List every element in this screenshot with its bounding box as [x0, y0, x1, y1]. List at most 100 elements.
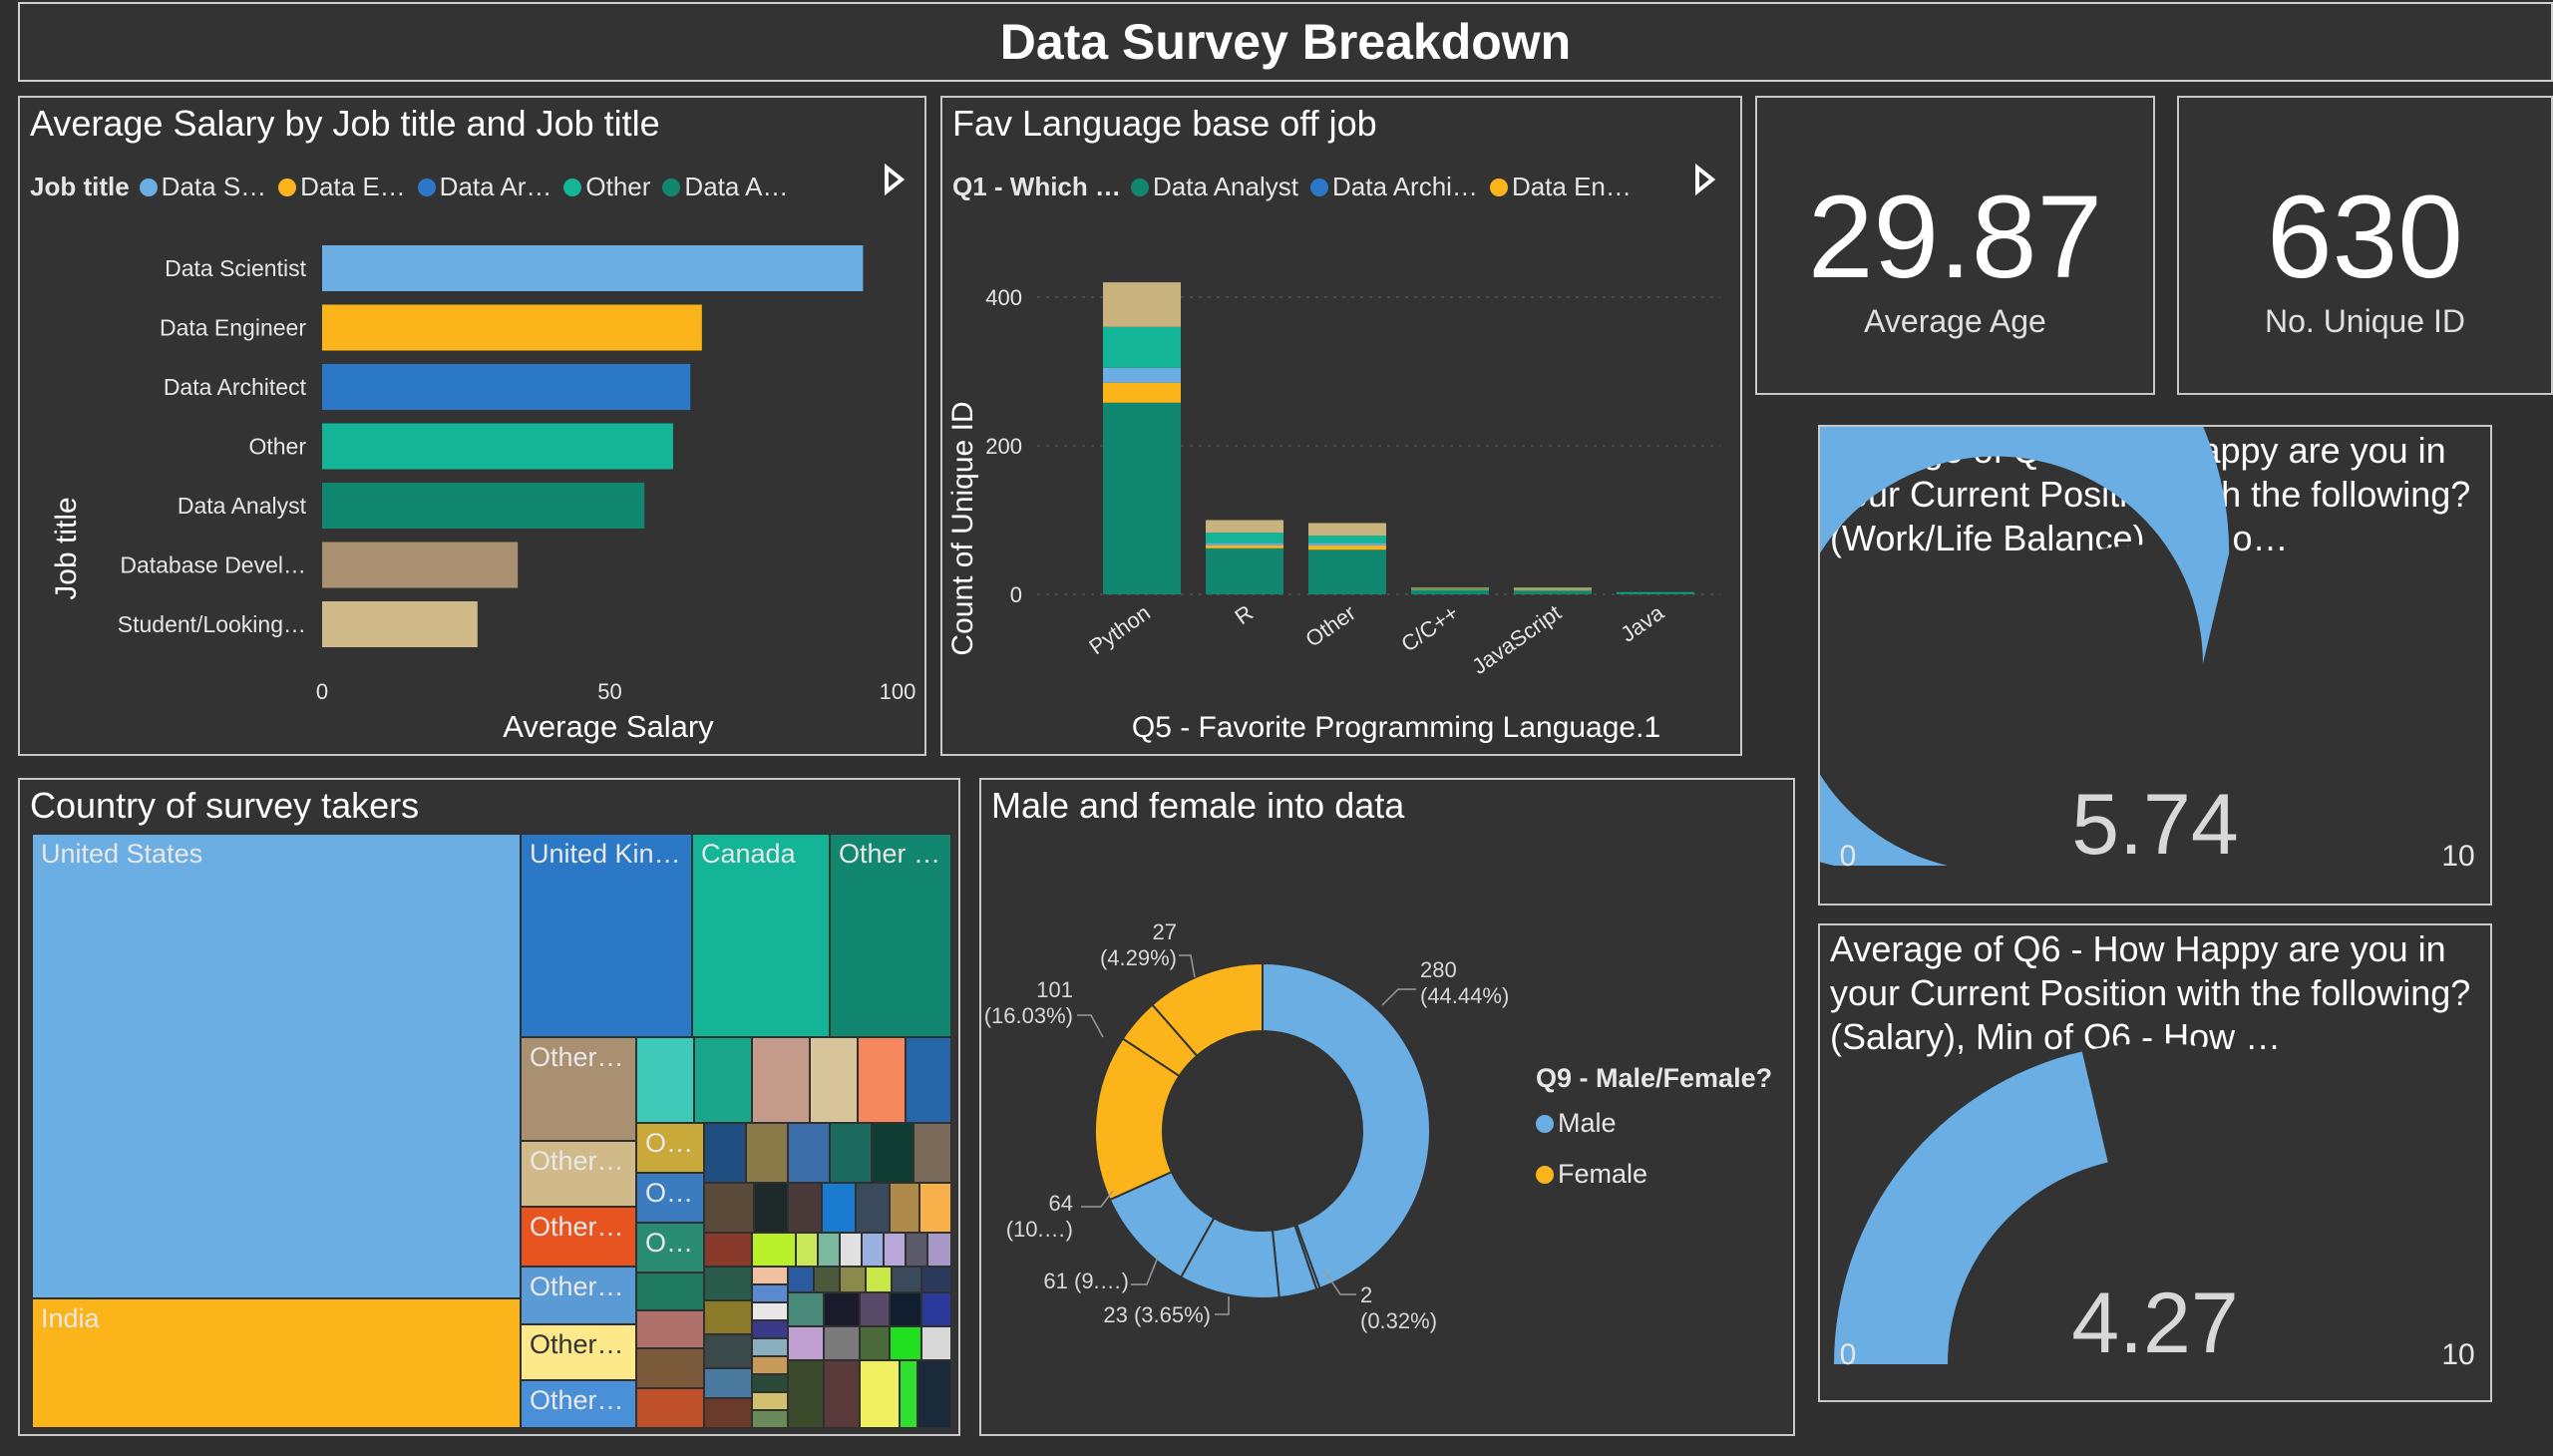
stack-segment[interactable]	[1514, 587, 1592, 589]
treemap-cell-other[interactable]: Other…	[521, 1207, 636, 1267]
language-chart-panel[interactable]: Fav Language base off job Q1 - Which … D…	[940, 96, 1742, 756]
legend-item[interactable]: Data Ar…	[417, 172, 551, 202]
legend-item[interactable]: Data S…	[139, 172, 266, 202]
legend-item[interactable]: Male	[1536, 1108, 1772, 1139]
treemap-cell-small[interactable]	[704, 1123, 746, 1183]
treemap-cell-small[interactable]	[636, 1388, 704, 1428]
treemap-cell-small[interactable]	[890, 1183, 919, 1233]
treemap-cell-small[interactable]	[822, 1183, 856, 1233]
treemap-cell-small[interactable]	[636, 1348, 704, 1388]
legend-item[interactable]: Data A…	[662, 172, 788, 202]
stack-segment[interactable]	[1103, 282, 1181, 327]
treemap-cell-small[interactable]	[752, 1374, 788, 1392]
treemap-cell-small[interactable]	[752, 1267, 788, 1284]
treemap-cell-small[interactable]	[704, 1300, 752, 1334]
donut-slice[interactable]	[1262, 961, 1431, 1290]
stack-segment[interactable]	[1411, 588, 1489, 589]
country-treemap-panel[interactable]: Country of survey takers United States I…	[18, 778, 960, 1436]
salary-bar[interactable]	[322, 364, 691, 410]
treemap-cell-small[interactable]	[840, 1267, 866, 1292]
gender-donut-panel[interactable]: Male and female into data 280 (44.44%) 2 (0…	[979, 778, 1795, 1436]
treemap-cell-small[interactable]	[796, 1233, 818, 1267]
treemap-cell-small[interactable]	[752, 1338, 788, 1356]
treemap-cell-small[interactable]	[856, 1183, 890, 1233]
stack-segment[interactable]	[1206, 547, 1283, 594]
treemap-cell-small[interactable]	[824, 1292, 860, 1326]
treemap-cell-small[interactable]	[866, 1267, 892, 1292]
treemap-cell-small[interactable]	[890, 1292, 921, 1326]
treemap-cell-small[interactable]	[919, 1183, 951, 1233]
treemap-cell-canada[interactable]: Canada	[692, 834, 830, 1037]
treemap-cell-small[interactable]	[913, 1123, 951, 1183]
treemap-cell-small[interactable]	[788, 1326, 824, 1360]
salary-bar[interactable]	[322, 304, 702, 351]
treemap-cell-small[interactable]	[818, 1233, 840, 1267]
treemap-cell-small[interactable]	[921, 1267, 951, 1292]
treemap-cell-small[interactable]	[752, 1320, 788, 1338]
salary-bar[interactable]	[322, 423, 673, 470]
treemap-cell-small[interactable]	[860, 1326, 890, 1360]
treemap-cell-small[interactable]	[636, 1037, 694, 1123]
treemap-cell-india[interactable]: India	[32, 1298, 521, 1428]
treemap-cell-small[interactable]	[788, 1292, 824, 1326]
stack-segment[interactable]	[1206, 520, 1283, 534]
treemap-cell-small[interactable]	[788, 1360, 824, 1428]
treemap-cell-small[interactable]	[704, 1398, 752, 1428]
legend-item[interactable]: Data En…	[1489, 172, 1632, 202]
treemap-cell-small[interactable]	[906, 1037, 951, 1123]
salary-chart-panel[interactable]: Average Salary by Job title and Job titl…	[18, 96, 926, 756]
treemap-cell-other[interactable]: Other…	[521, 1267, 636, 1324]
treemap-cell-small[interactable]	[840, 1233, 862, 1267]
stack-segment[interactable]	[1103, 402, 1181, 594]
treemap-cell-small[interactable]	[788, 1123, 830, 1183]
salary-bar[interactable]	[322, 601, 478, 647]
treemap-cell-small[interactable]	[746, 1123, 788, 1183]
treemap-cell-other[interactable]: Other…	[521, 1141, 636, 1207]
salary-bar[interactable]	[322, 483, 645, 529]
treemap-cell-other[interactable]: Other…	[521, 1380, 636, 1428]
donut-slice[interactable]	[1151, 961, 1264, 1058]
salary-bar[interactable]	[322, 245, 864, 291]
stack-segment[interactable]	[1617, 592, 1694, 594]
treemap-cell-small[interactable]	[906, 1233, 927, 1267]
legend-item[interactable]: Other	[563, 172, 650, 202]
work-life-gauge-panel[interactable]: Average of Q6 - How Happy are you in you…	[1818, 425, 2492, 906]
treemap-cell-small[interactable]	[636, 1310, 704, 1348]
treemap-cell-small[interactable]	[860, 1360, 900, 1428]
treemap-cell-small[interactable]	[921, 1326, 951, 1360]
legend-item[interactable]: Female	[1536, 1159, 1772, 1190]
treemap-cell-small[interactable]	[862, 1233, 884, 1267]
treemap-cell-small[interactable]	[858, 1037, 906, 1123]
stack-segment[interactable]	[1308, 545, 1386, 550]
treemap-cell-other[interactable]: Other…	[521, 1324, 636, 1380]
stack-segment[interactable]	[1103, 382, 1181, 403]
treemap-cell-small[interactable]	[752, 1302, 788, 1320]
treemap-cell-small[interactable]	[788, 1183, 822, 1233]
stack-segment[interactable]	[1411, 589, 1489, 594]
treemap-cell-small[interactable]	[704, 1368, 752, 1398]
treemap-cell-small[interactable]	[872, 1123, 913, 1183]
treemap-cell-small[interactable]	[704, 1183, 754, 1233]
stack-segment[interactable]	[1206, 545, 1283, 548]
stack-segment[interactable]	[1411, 588, 1489, 590]
treemap-cell-small[interactable]	[890, 1326, 921, 1360]
stack-segment[interactable]	[1308, 536, 1386, 544]
treemap-cell-small[interactable]	[884, 1233, 906, 1267]
stack-segment[interactable]	[1206, 533, 1283, 544]
stack-segment[interactable]	[1514, 588, 1592, 590]
stack-segment[interactable]	[1103, 367, 1181, 383]
treemap-cell-small[interactable]	[814, 1267, 840, 1292]
legend-item[interactable]: Data Analyst	[1131, 172, 1298, 202]
stack-segment[interactable]	[1514, 590, 1592, 594]
treemap-cell-small[interactable]	[754, 1183, 788, 1233]
stack-segment[interactable]	[1308, 543, 1386, 546]
treemap-cell-small[interactable]	[752, 1392, 788, 1410]
treemap-cell-small[interactable]	[704, 1267, 752, 1300]
legend-item[interactable]: Data E…	[278, 172, 406, 202]
treemap-cell-united-states[interactable]: United States	[32, 834, 521, 1298]
stack-segment[interactable]	[1308, 549, 1386, 594]
treemap-cell-small[interactable]	[704, 1233, 752, 1267]
salary-bar[interactable]	[322, 542, 519, 588]
treemap-cell-other[interactable]: Other …	[830, 834, 951, 1037]
play-arrow-icon[interactable]	[1690, 160, 1720, 206]
